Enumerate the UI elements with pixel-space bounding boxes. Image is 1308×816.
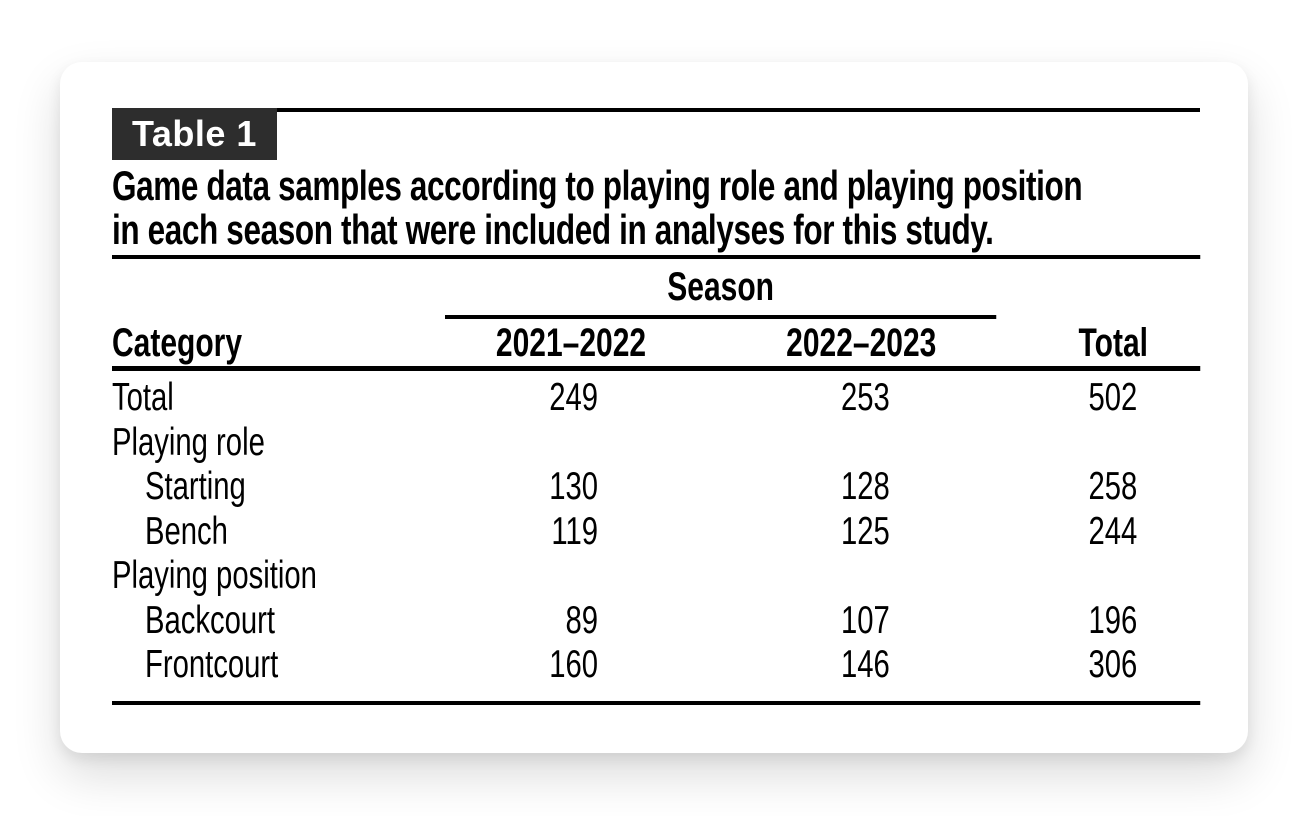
cell-total: 258 bbox=[1088, 465, 1138, 508]
column-header-season-2021-2022: 2021–2022 bbox=[495, 321, 647, 365]
cell-2022-2023: 253 bbox=[840, 376, 890, 419]
table-caption: Game data samples according to playing r… bbox=[112, 164, 1200, 252]
column-header-season-2022-2023: 2022–2023 bbox=[786, 321, 937, 365]
table-row: Playing position bbox=[112, 554, 1200, 599]
cell-total: 306 bbox=[1088, 643, 1138, 686]
table-row: Bench 119 125 244 bbox=[112, 510, 1200, 555]
cell-2022-2023: 146 bbox=[840, 643, 890, 686]
cell-total: 196 bbox=[1088, 598, 1138, 642]
table-number-label: Table 1 bbox=[132, 113, 257, 154]
row-label: Playing position bbox=[112, 554, 317, 597]
row-label: Total bbox=[112, 376, 174, 419]
cell-total: 502 bbox=[1088, 376, 1138, 419]
table-row: Starting 130 128 258 bbox=[112, 465, 1200, 510]
row-label: Bench bbox=[145, 509, 228, 553]
column-header-total: Total bbox=[1078, 321, 1148, 365]
cell-total: 244 bbox=[1088, 509, 1138, 553]
caption-line-2: in each season that were included in ana… bbox=[112, 206, 994, 253]
table-body: Total 249 253 502 Playing role Starting … bbox=[112, 376, 1200, 688]
row-label: Playing role bbox=[112, 420, 265, 464]
cell-2021-2022: 89 bbox=[565, 598, 598, 642]
table-row: Frontcourt 160 146 306 bbox=[112, 643, 1200, 688]
cell-2021-2022: 249 bbox=[549, 376, 598, 419]
cell-2021-2022: 130 bbox=[549, 465, 598, 508]
row-label: Frontcourt bbox=[145, 643, 279, 686]
season-group-header: Season bbox=[667, 265, 774, 309]
cell-2022-2023: 107 bbox=[840, 598, 890, 642]
column-header-category: Category bbox=[112, 321, 243, 365]
row-label: Starting bbox=[145, 465, 246, 508]
season-group-underline bbox=[445, 315, 997, 319]
table-row: Total 249 253 502 bbox=[112, 376, 1200, 421]
top-rule bbox=[112, 108, 1200, 112]
cell-2021-2022: 119 bbox=[551, 509, 598, 553]
header-bottom-rule bbox=[112, 366, 1201, 371]
table-card: Table 1 Game data samples according to p… bbox=[60, 62, 1248, 753]
row-label: Backcourt bbox=[145, 598, 276, 642]
table-row: Backcourt 89 107 196 bbox=[112, 599, 1200, 644]
cell-2022-2023: 128 bbox=[840, 465, 890, 508]
header-top-rule bbox=[112, 255, 1201, 259]
cell-2021-2022: 160 bbox=[549, 643, 598, 686]
table-bottom-rule bbox=[112, 701, 1201, 705]
table-row: Playing role bbox=[112, 421, 1200, 466]
caption-line-1: Game data samples according to playing r… bbox=[112, 162, 1083, 209]
table-number-chip: Table 1 bbox=[112, 108, 277, 160]
data-table: Season Category 2021–2022 2022–2023 Tota… bbox=[112, 255, 1201, 707]
cell-2022-2023: 125 bbox=[840, 509, 890, 553]
